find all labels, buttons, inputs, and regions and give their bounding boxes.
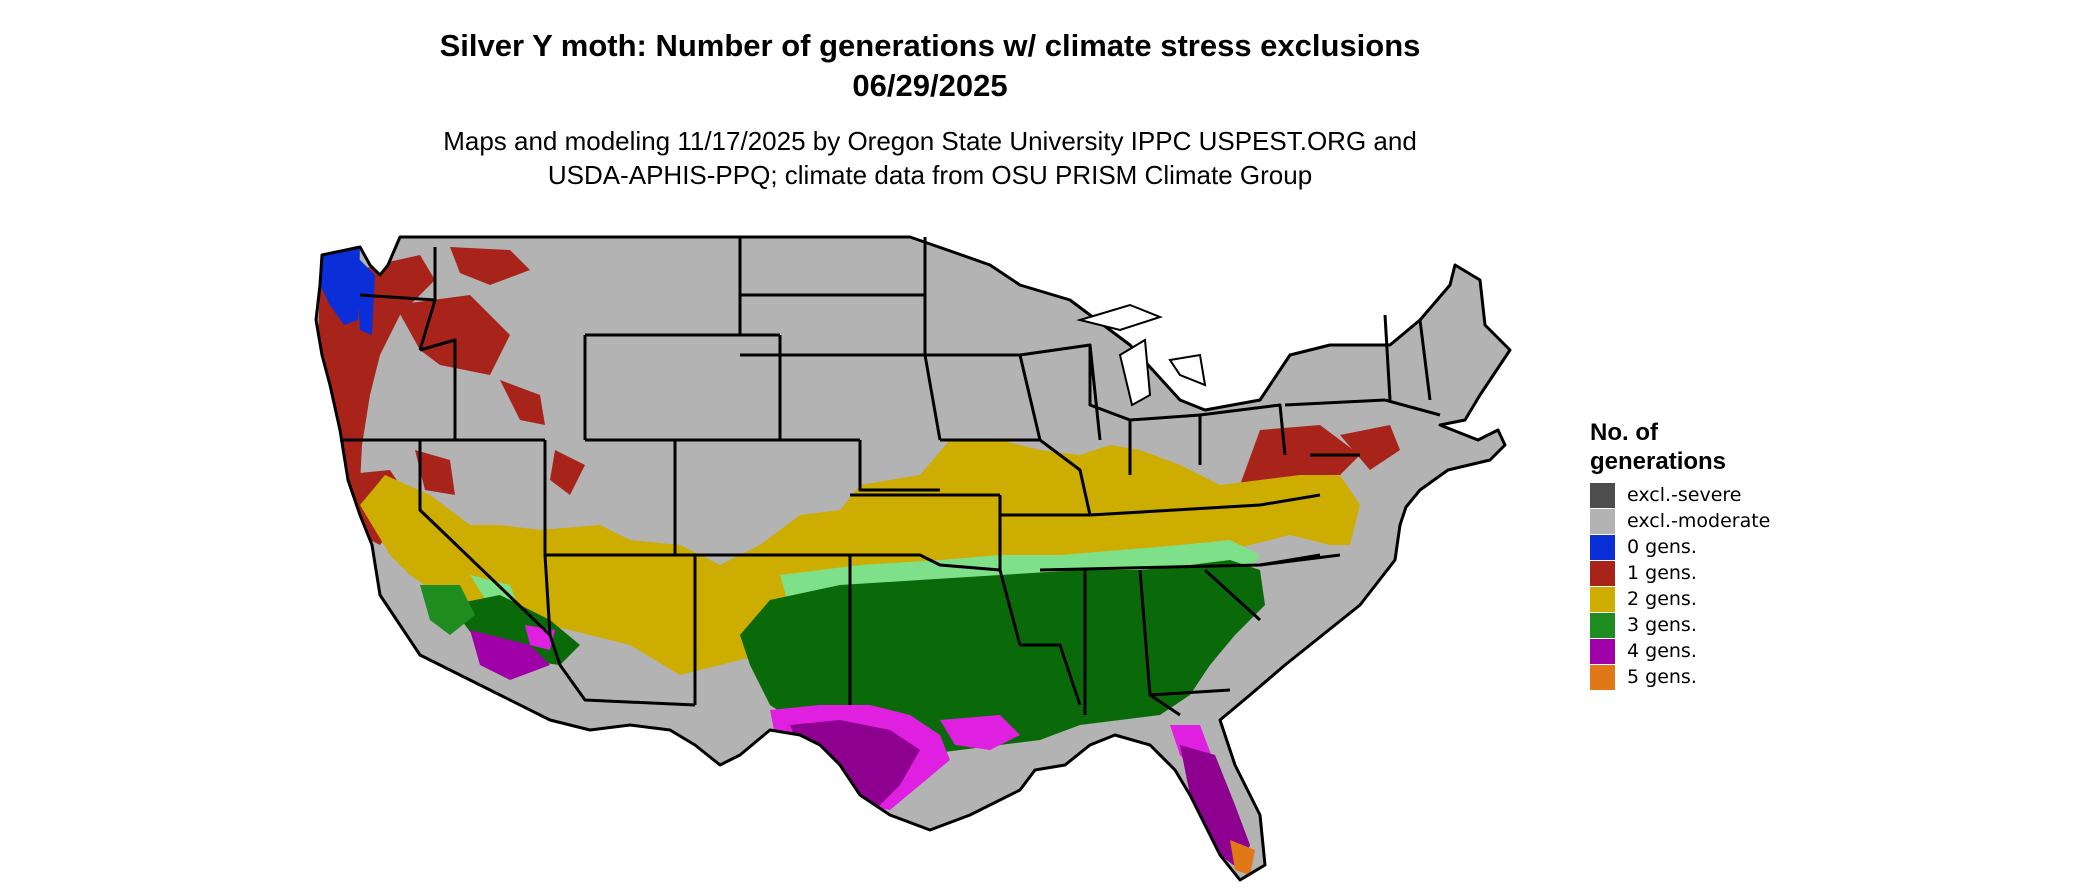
border-wa-id — [418, 247, 437, 351]
zero-gen-coastal-strip — [320, 245, 360, 325]
border-ma — [1384, 398, 1441, 417]
border-ny-pa — [1284, 398, 1386, 407]
border-ca-nv — [418, 440, 552, 637]
legend-item-0-gens: 0 gens. — [1590, 534, 1850, 560]
legend-swatch — [1590, 612, 1615, 638]
legend-label: 5 gens. — [1627, 666, 1697, 688]
legend-item-excl-severe: excl.-severe — [1590, 482, 1850, 508]
one-gen-central-oregon — [395, 295, 510, 375]
legend-item-5-gens: 5 gens. — [1590, 664, 1850, 690]
legend-item-excl-moderate: excl.-moderate — [1590, 508, 1850, 534]
state-borders — [314, 235, 1512, 882]
border-oh-pa — [1199, 403, 1287, 456]
border-me-nh — [1418, 319, 1432, 401]
map-subtitle-line-1: Maps and modeling 11/17/2025 by Oregon S… — [443, 126, 1417, 156]
legend-swatch — [1590, 586, 1615, 612]
border-ga-sc — [1203, 568, 1262, 622]
legend-item-1-gens: 1 gens. — [1590, 560, 1850, 586]
legend-label: 1 gens. — [1627, 562, 1697, 584]
legend-item-3-gens: 3 gens. — [1590, 612, 1850, 638]
one-gen-new-jersey — [1340, 425, 1400, 470]
lake-superior — [1076, 303, 1163, 332]
two-gen-band — [360, 440, 1360, 675]
border-ms-la — [1020, 643, 1082, 706]
three-gen-medium-arizona — [420, 585, 475, 635]
one-gen-nevada-patch — [415, 450, 455, 495]
border-ok-tx — [850, 553, 1001, 572]
one-gen-snake-river — [500, 380, 545, 425]
border-az-south — [543, 554, 696, 707]
legend-label: excl.-severe — [1627, 484, 1742, 506]
four-gen-magenta-louisiana — [940, 715, 1020, 750]
legend-title-line-1: No. of — [1590, 419, 1658, 446]
legend-label: 4 gens. — [1627, 640, 1697, 662]
legend-label: 0 gens. — [1627, 536, 1697, 558]
border-ky-tn — [1089, 493, 1321, 517]
legend-item-4-gens: 4 gens. — [1590, 638, 1850, 664]
legend: No. of generations excl.-severe excl.-mo… — [1590, 418, 1850, 690]
map-title-line-1: Silver Y moth: Number of generations w/ … — [439, 28, 1421, 63]
legend-swatch — [1590, 508, 1615, 534]
border-ok-ar — [998, 495, 1022, 646]
legend-swatch — [1590, 482, 1615, 508]
legend-item-2-gens: 2 gens. — [1590, 586, 1850, 612]
border-mn-dakotas — [923, 237, 942, 441]
four-gen-purple-florida — [1180, 745, 1250, 870]
border-ks-ne — [858, 440, 940, 492]
border-il-in — [1088, 345, 1132, 475]
border-wa-or — [359, 293, 436, 302]
four-gen-arizona — [470, 630, 550, 680]
legend-label: 3 gens. — [1627, 614, 1697, 636]
lake-huron — [1168, 353, 1207, 387]
one-gen-idaho — [450, 247, 530, 285]
legend-label: 2 gens. — [1627, 588, 1697, 610]
border-ga-fl — [1149, 688, 1231, 697]
legend-swatch — [1590, 560, 1615, 586]
map-subtitle-line-2: USDA-APHIS-PPQ; climate data from OSU PR… — [547, 160, 1313, 190]
legend-items: excl.-severe excl.-moderate 0 gens. 1 ge… — [1590, 482, 1850, 690]
border-vt-nh — [1383, 314, 1392, 401]
four-gen-purple-texas — [790, 720, 920, 815]
map-header: Silver Y moth: Number of generations w/ … — [330, 26, 1530, 192]
great-lakes — [1076, 303, 1207, 407]
map-title-line-2: 06/29/2025 — [852, 68, 1008, 103]
border-or-id — [419, 338, 457, 440]
border-mo-il — [1039, 438, 1092, 516]
map-fill-regions — [316, 237, 1510, 880]
border-nc-sc — [1259, 553, 1321, 567]
legend-title-line-2: generations — [1590, 448, 1727, 475]
lake-michigan — [1118, 338, 1152, 407]
five-gen-florida-keys — [1230, 840, 1255, 875]
legend-swatch — [1590, 664, 1615, 690]
one-gen-utah-patch — [550, 450, 585, 495]
legend-label: excl.-moderate — [1627, 510, 1771, 532]
us-generations-map — [314, 235, 1512, 882]
map-subtitle: Maps and modeling 11/17/2025 by Oregon S… — [330, 124, 1530, 192]
legend-swatch — [1590, 534, 1615, 560]
legend-swatch — [1590, 638, 1615, 664]
